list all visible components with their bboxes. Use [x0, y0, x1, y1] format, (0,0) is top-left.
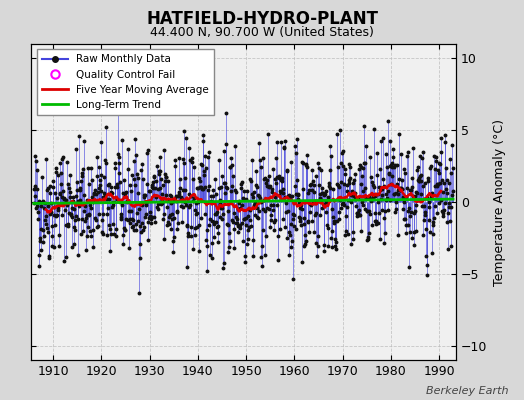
Legend: Raw Monthly Data, Quality Control Fail, Five Year Moving Average, Long-Term Tren: Raw Monthly Data, Quality Control Fail, …	[37, 49, 214, 115]
Text: HATFIELD-HYDRO-PLANT: HATFIELD-HYDRO-PLANT	[146, 10, 378, 28]
Text: Berkeley Earth: Berkeley Earth	[426, 386, 508, 396]
Text: 44.400 N, 90.700 W (United States): 44.400 N, 90.700 W (United States)	[150, 26, 374, 39]
Y-axis label: Temperature Anomaly (°C): Temperature Anomaly (°C)	[493, 118, 506, 286]
